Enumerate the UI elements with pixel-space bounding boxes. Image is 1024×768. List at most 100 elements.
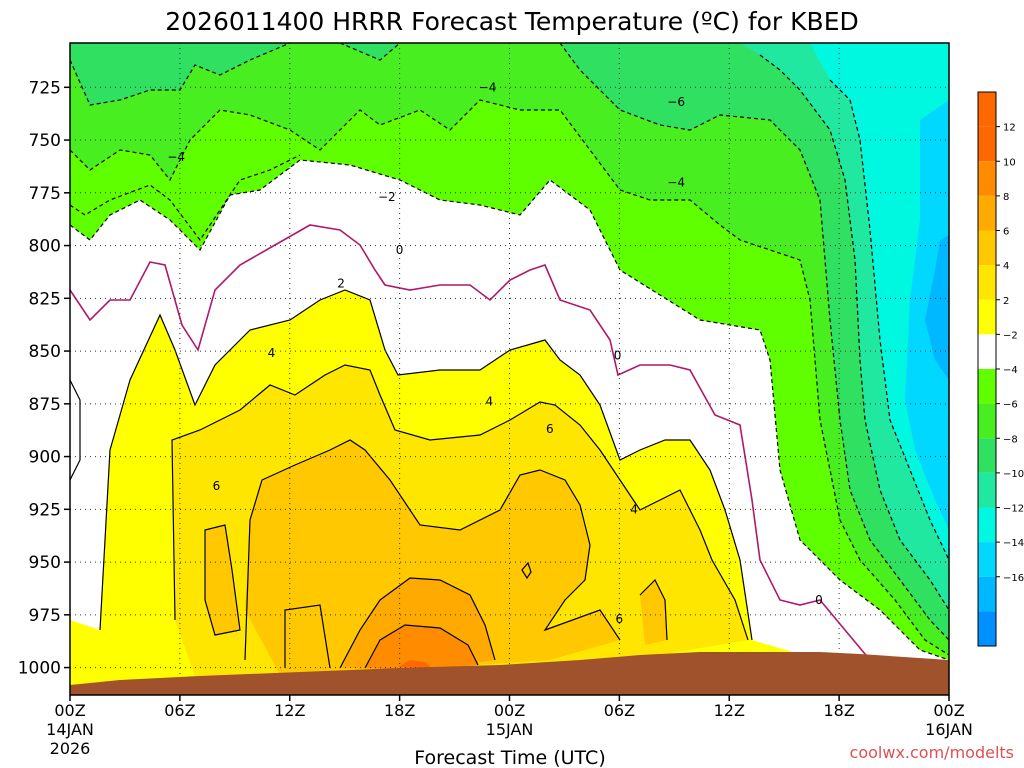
contour-label: −6 — [667, 95, 685, 109]
contour-label: 6 — [546, 422, 554, 436]
colorbar-swatch — [978, 369, 996, 404]
temperature-bands — [70, 43, 949, 690]
contour-label: −2 — [378, 190, 396, 204]
contour-minus-8-dashed — [70, 43, 949, 641]
y-tick-label: 925 — [29, 500, 61, 520]
y-tick-label: 1000 — [18, 659, 61, 679]
contour-label: 4 — [630, 502, 638, 516]
colorbar-label: 8 — [1003, 192, 1009, 203]
colorbar-swatch — [978, 161, 996, 196]
colorbar-frame — [977, 91, 997, 647]
contour-plus-6b — [244, 439, 621, 661]
y-tick-label: 725 — [29, 78, 61, 98]
y-tick-label: 950 — [29, 553, 61, 573]
x-tick-date: 16JAN — [925, 720, 973, 739]
chart-title: 2026011400 HRRR Forecast Temperature (ºC… — [165, 7, 859, 36]
colorbar-label: 2 — [1003, 296, 1009, 307]
colorbar-swatch — [978, 611, 996, 646]
y-axis: 725 750 775 800 825 850 875 900 925 950 975 1000 — [18, 78, 70, 679]
terrain — [70, 652, 949, 695]
x-tick-label: 00Z — [494, 701, 525, 720]
x-tick-year: 2026 — [50, 739, 91, 758]
y-tick-label: 875 — [29, 395, 61, 415]
contour-label: 2 — [337, 277, 345, 291]
band-plus-10 — [365, 625, 478, 670]
contour-label: −4 — [667, 175, 685, 189]
plot-area: −4 −4 −6 −4 −2 0 2 4 4 6 6 4 0 0 6 — [70, 43, 949, 695]
colorbar-swatch — [978, 299, 996, 335]
colorbar-swatch — [978, 576, 996, 612]
contour-minus-6-dashed — [70, 99, 949, 656]
colorbar-swatch — [978, 195, 996, 231]
contour-minus-4-dashed — [70, 159, 949, 661]
contour-plus-8 — [339, 577, 496, 669]
x-tick-date: 15JAN — [486, 720, 534, 739]
colorbar-label: 4 — [1003, 261, 1009, 272]
colorbar-swatch — [978, 92, 996, 127]
credit-text: coolwx.com/modelts — [850, 743, 1014, 762]
contour-zero — [70, 224, 871, 661]
colorbar-swatch — [978, 334, 996, 369]
band-minus-6 — [70, 43, 949, 655]
colorbar-label: −10 — [1003, 469, 1024, 480]
y-tick-label: 800 — [29, 237, 61, 257]
contour-label: 4 — [486, 395, 494, 409]
y-tick-label: 775 — [29, 184, 61, 204]
x-tick-label: 06Z — [164, 701, 195, 720]
contour-label: 4 — [268, 346, 276, 360]
colorbar-swatch — [978, 230, 996, 266]
colorbar: 12 10 8 6 4 2 −2 −4 −6 −8 −10 −12 −14 −16 — [977, 91, 1024, 647]
y-tick-label: 825 — [29, 289, 61, 309]
colorbar-swatch — [978, 438, 996, 473]
colorbar-label: −14 — [1003, 538, 1024, 549]
colorbar-label: −12 — [1003, 504, 1024, 515]
contour-label: −4 — [479, 80, 497, 94]
contour-label: 6 — [616, 612, 624, 626]
contour-label: −4 — [167, 150, 185, 164]
contour-labels: −4 −4 −6 −4 −2 0 2 4 4 6 6 4 0 0 6 — [167, 80, 823, 626]
contour-minus-2-dashed — [70, 154, 301, 242]
contour-plus-6 — [204, 524, 241, 636]
colorbar-label: −16 — [1003, 573, 1024, 584]
y-tick-label: 850 — [29, 342, 61, 362]
colorbar-label: 6 — [1003, 227, 1009, 238]
contour-minus-12-dashed — [829, 79, 949, 561]
x-tick-label: 18Z — [384, 701, 415, 720]
contour-lines — [70, 43, 949, 669]
colorbar-swatch — [978, 126, 996, 162]
grid-lines — [70, 43, 949, 695]
colorbar-swatch — [978, 507, 996, 543]
x-tick-label: 18Z — [823, 701, 854, 720]
contour-plus-2b — [70, 379, 81, 481]
contour-plus-6c — [284, 604, 331, 669]
colorbar-label: −4 — [1003, 365, 1018, 376]
band-plus-12 — [398, 660, 432, 668]
contour-label: 0 — [396, 243, 404, 257]
colorbar-label: 12 — [1003, 123, 1016, 134]
x-tick-label: 00Z — [54, 701, 85, 720]
contour-plus-2 — [99, 289, 753, 641]
colorbar-swatch — [978, 403, 996, 439]
contour-plus-6d — [639, 578, 668, 641]
x-tick-label: 12Z — [274, 701, 305, 720]
contour-plus-4 — [171, 364, 749, 641]
colorbar-swatch — [978, 472, 996, 508]
y-tick-label: 900 — [29, 448, 61, 468]
y-tick-label: 975 — [29, 606, 61, 626]
band-plus-6 — [205, 525, 240, 635]
contour-plus-10 — [364, 624, 479, 669]
colorbar-label: −6 — [1003, 400, 1018, 411]
band-plus-6b — [245, 440, 620, 675]
x-tick-date: 14JAN — [46, 720, 94, 739]
contour-label: 0 — [815, 593, 823, 607]
x-tick-label: 06Z — [604, 701, 635, 720]
colorbar-label: 10 — [1003, 157, 1016, 168]
band-minus-16 — [925, 235, 949, 380]
contour-plus-6e — [521, 561, 532, 580]
contour-label: 6 — [213, 479, 221, 493]
colorbar-label: −8 — [1003, 434, 1018, 445]
colorbar-swatch — [978, 542, 996, 577]
x-tick-label: 12Z — [714, 701, 745, 720]
